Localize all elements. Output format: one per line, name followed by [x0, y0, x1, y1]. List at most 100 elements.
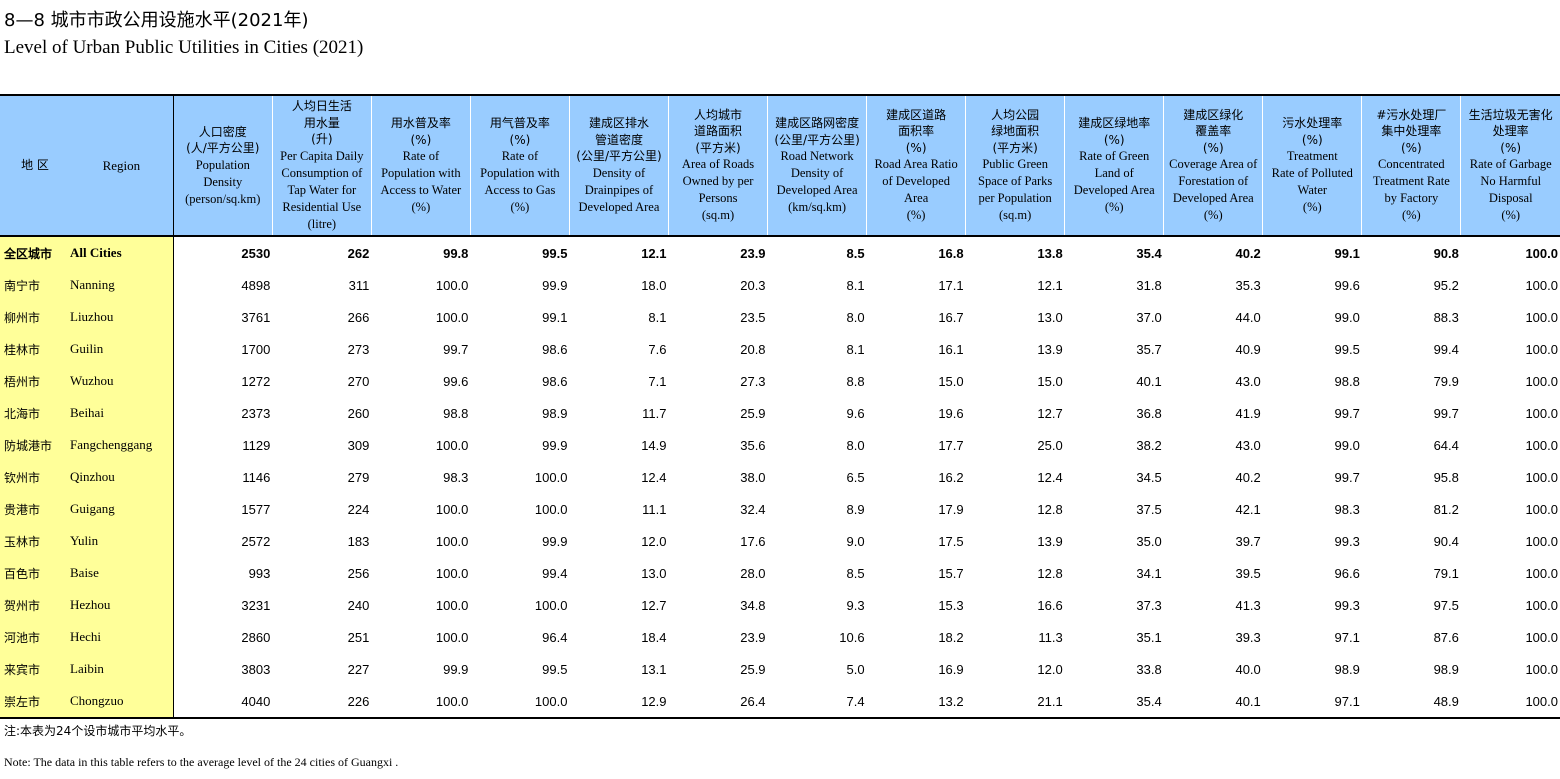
value-cell: 8.0: [846, 309, 865, 325]
value-cell: 309: [347, 437, 370, 453]
value-cell: 7.6: [648, 341, 667, 357]
value-cell: 100.0: [1525, 661, 1558, 677]
value-cell: 9.6: [846, 405, 865, 421]
value-cell: 96.6: [1334, 565, 1360, 581]
value-cell: 18.0: [641, 277, 667, 293]
column-header-en: Treatment Rate of Polluted Water (%): [1271, 149, 1353, 214]
value-cell: 99.9: [443, 661, 469, 677]
value-cell: 8.1: [648, 309, 667, 325]
value-cell: 8.8: [846, 373, 865, 389]
column-header-en: Rate of Garbage No Harmful Disposal (%): [1469, 157, 1552, 223]
value-cell: 99.8: [443, 245, 469, 261]
value-cell: 100.0: [1525, 373, 1558, 389]
value-cell: 240: [347, 597, 370, 613]
value-cell: 23.9: [740, 629, 766, 645]
value-cell: 23.9: [740, 245, 766, 261]
column-header-en: Road Area Ratio of Developed Area (%): [874, 157, 958, 223]
value-cell: 12.7: [1037, 405, 1063, 421]
column-header: 建成区绿地率 (%) Rate of Green Land of Developed A…: [1064, 94, 1165, 237]
region-name-cn: 贵港市: [4, 502, 41, 517]
region-name-cn: 贺州市: [4, 598, 41, 613]
value-cell: 8.0: [846, 437, 865, 453]
value-cell: 26.4: [668, 685, 768, 719]
value-cell: 12.7: [641, 597, 667, 613]
value-cell: 97.1: [1262, 685, 1362, 719]
value-cell: 37.0: [1136, 309, 1162, 325]
value-cell: 99.7: [1334, 405, 1360, 421]
column-header-cn: #污水处理厂 集中处理率 (%): [1376, 107, 1447, 155]
region-name-en: All Cities: [70, 245, 122, 260]
value-cell: 8.9: [846, 501, 865, 517]
value-cell: 18.2: [938, 629, 964, 645]
value-cell: 99.5: [542, 661, 568, 677]
column-header-cn: 用气普及率 (%): [489, 116, 550, 147]
region-name-en: Baise: [70, 565, 99, 580]
value-cell: 17.1: [938, 277, 964, 293]
value-cell: 4898: [241, 277, 271, 293]
region-name-cn: 桂林市: [4, 342, 41, 357]
value-cell: 13.0: [641, 565, 667, 581]
value-cell: 16.1: [938, 341, 964, 357]
value-cell: 100.0: [1525, 469, 1558, 485]
value-cell: 16.9: [938, 661, 964, 677]
value-cell: 100.0: [1525, 277, 1558, 293]
column-header: 生活垃圾无害化 处理率 (%) Rate of Garbage No Harmful Di…: [1460, 94, 1560, 237]
value-cell: 14.9: [641, 437, 667, 453]
value-cell: 35.3: [1235, 277, 1261, 293]
region-name-cn: 钦州市: [4, 470, 41, 485]
column-header-en: Coverage Area of Forestation of Developed …: [1169, 157, 1258, 223]
value-cell: 100.0: [1525, 341, 1558, 357]
value-cell: 100.0: [1525, 245, 1558, 261]
value-cell: 12.4: [641, 469, 667, 485]
value-cell: 13.0: [1037, 309, 1063, 325]
value-cell: 99.4: [1433, 341, 1459, 357]
value-cell: 100.0: [435, 629, 469, 645]
region-name-en: Hezhou: [70, 597, 111, 612]
table-row: 崇左市 Chongzuo 4040 226 100.0 100.0 12.9 26.4 7.4 1…: [0, 685, 1560, 719]
region-name-en: Fangchenggang: [70, 437, 153, 452]
table-row: 来宾市 Laibin 3803 227 99.9 99.5 13.1 25.9 5.0 16.9 1…: [0, 653, 1560, 685]
column-header-cn: 人均公园 绿地面积 (平方米): [991, 107, 1040, 155]
value-cell: 35.1: [1136, 629, 1162, 645]
column-header-cn: 污水处理率 (%): [1282, 116, 1343, 147]
value-cell: 311: [348, 277, 370, 293]
value-cell: 40.0: [1235, 661, 1261, 677]
value-cell: 39.5: [1235, 565, 1261, 581]
region-cell: 全区城市 All Cities: [0, 236, 174, 269]
value-cell: 98.9: [1433, 661, 1459, 677]
value-cell: 98.9: [542, 405, 568, 421]
value-cell: 98.8: [1334, 373, 1360, 389]
value-cell: 279: [347, 469, 370, 485]
column-header-cn: 用水普及率 (%): [390, 116, 451, 147]
value-cell: 20.3: [740, 277, 766, 293]
value-cell: 11.1: [642, 501, 667, 517]
value-cell: 8.1: [846, 341, 865, 357]
value-cell: 36.8: [1136, 405, 1162, 421]
value-cell: 18.4: [641, 629, 667, 645]
value-cell: 99.6: [443, 373, 469, 389]
value-cell: 100.0: [435, 437, 469, 453]
column-header-cn: 人口密度 (人/平方公里): [186, 124, 260, 156]
value-cell: 12.8: [1037, 501, 1063, 517]
value-cell: 13.2: [866, 685, 966, 719]
value-cell: 87.6: [1433, 629, 1459, 645]
region-name-cn: 北海市: [4, 406, 41, 421]
value-cell: 100.0: [1525, 533, 1558, 549]
value-cell: 7.1: [648, 373, 667, 389]
value-cell: 99.9: [542, 437, 568, 453]
column-header-cn: 建成区排水 管道密度 (公里/平方公里): [576, 116, 662, 164]
value-cell: 99.0: [1334, 437, 1360, 453]
value-cell: 20.8: [740, 341, 766, 357]
value-cell: 39.7: [1235, 533, 1261, 549]
value-cell: 48.9: [1361, 685, 1461, 719]
region-cell: 梧州市 Wuzhou: [0, 365, 174, 397]
region-name-en: Laibin: [70, 661, 104, 676]
value-cell: 41.9: [1235, 405, 1261, 421]
column-header: 人均公园 绿地面积 (平方米) Public Green Space of Parks p…: [965, 94, 1066, 237]
value-cell: 12.1: [1037, 277, 1063, 293]
value-cell: 79.9: [1433, 373, 1459, 389]
value-cell: 17.9: [938, 501, 964, 517]
value-cell: 13.9: [1037, 341, 1063, 357]
value-cell: 15.0: [1037, 373, 1063, 389]
value-cell: 17.5: [938, 533, 964, 549]
